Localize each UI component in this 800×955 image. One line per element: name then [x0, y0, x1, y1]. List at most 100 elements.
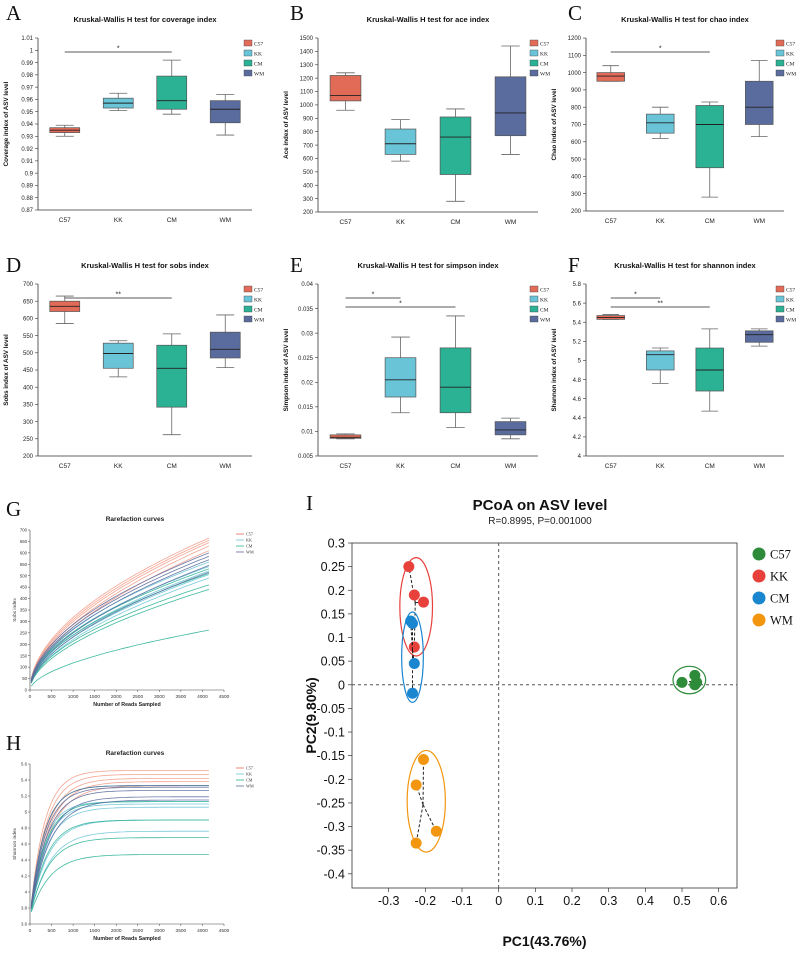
box-cm [695, 105, 724, 169]
rarefaction-curve-kk [30, 830, 209, 911]
x-tick-label: WM [505, 463, 517, 470]
significance-mark: ** [116, 292, 122, 299]
y-tick-label: -0.4 [323, 867, 345, 881]
y-tick-label: 0.2 [328, 584, 345, 598]
panel-letter-b: B [290, 1, 304, 25]
x-tick-label: KK [396, 463, 405, 470]
rarefaction-curve-cm [30, 819, 209, 909]
y-tick-label: 450 [20, 585, 28, 590]
pcoa-subtitle: R=0.8995, P=0.001000 [488, 516, 592, 527]
y-axis-label: Simpson index of ASV level [283, 328, 290, 411]
y-axis-label: Ace index of ASV level [283, 91, 290, 159]
legend-swatch-cm [243, 59, 253, 67]
rarefaction-curve-wm [30, 559, 210, 681]
y-tick-label: 400 [20, 596, 28, 601]
y-tick-label: -0.25 [317, 796, 346, 810]
x-tick-label: WM [753, 218, 765, 225]
legend-label: CM [786, 308, 795, 314]
box-kk [384, 357, 417, 398]
boxplot-title: Kruskal-Wallis H test for ace index [367, 15, 491, 24]
y-tick-label: 0.87 [21, 208, 33, 214]
y-tick-label: 700 [303, 143, 314, 149]
rarefaction-curve-kk [30, 801, 209, 907]
box-wm [745, 80, 774, 125]
box-c57 [329, 434, 362, 439]
y-tick-label: 5.2 [573, 340, 582, 346]
x-tick-label: KK [656, 463, 665, 470]
pcoa-title: PCoA on ASV level [473, 497, 608, 514]
rarefaction-curve-c57 [30, 537, 210, 679]
y-tick-label: 5 [578, 359, 582, 365]
y-tick-label: 900 [571, 88, 582, 94]
y-tick-label: 1400 [300, 50, 314, 56]
y-tick-label: 0 [338, 678, 345, 692]
x-tick-label: 3500 [176, 694, 187, 700]
box-c57 [596, 72, 625, 82]
point-kk [418, 596, 429, 608]
legend-swatch-c57 [529, 39, 539, 47]
x-tick-label: 4500 [219, 928, 230, 934]
y-tick-label: 500 [20, 573, 28, 578]
legend-swatch-cm [529, 305, 539, 313]
boxplot-title: Kruskal-Wallis H test for coverage index [73, 15, 217, 24]
rarefaction-curve-wm [30, 799, 209, 909]
panel-letter-h: H [6, 731, 21, 755]
x-tick-label: 0.1 [527, 894, 544, 908]
y-tick-label: 0.99 [21, 61, 33, 67]
y-tick-label: 600 [23, 317, 34, 323]
legend-swatch-kk [775, 295, 785, 303]
y-tick-label: 0.92 [21, 147, 33, 153]
x-tick-label: WM [505, 219, 517, 226]
legend-label: C57 [786, 288, 795, 294]
legend-label: WM [246, 550, 254, 555]
x-tick-label: KK [396, 219, 405, 226]
rarefaction-h: Rarefaction curves 3.6 3.8 4 4.2 4.4 4.6 4.8 5 5.… [12, 750, 254, 942]
y-tick-label: 1.01 [21, 36, 33, 42]
legend-label: C57 [770, 548, 791, 562]
box-c57 [329, 75, 362, 102]
rarefaction-curve-cm [30, 573, 210, 682]
x-tick-label: C57 [340, 463, 352, 470]
legend-swatch-c57 [243, 39, 253, 47]
y-tick-label: 0.005 [298, 454, 314, 460]
boxplot-c: Kruskal-Wallis H test for chao index 200 3… [551, 15, 796, 225]
y-tick-label: 5.6 [573, 301, 582, 307]
boxplot-e: Kruskal-Wallis H test for simpson index 0… [283, 261, 550, 470]
y-tick-label: 5 [25, 810, 28, 815]
y-tick-label: 0.015 [298, 405, 314, 411]
x-tick-label: C57 [59, 463, 71, 470]
point-wm [410, 837, 422, 849]
point-c57 [676, 676, 688, 688]
y-tick-label: 600 [20, 550, 28, 555]
panel-letter-g: G [6, 497, 21, 521]
y-tick-label: 0.02 [301, 380, 313, 386]
rarefaction-curve-wm [30, 786, 209, 906]
y-tick-label: 4.2 [21, 874, 28, 879]
point-c57 [689, 679, 701, 691]
legend-label: KK [786, 52, 794, 58]
x-tick-label: 1000 [68, 928, 79, 934]
significance-mark: * [634, 292, 637, 299]
legend-label: KK [254, 52, 262, 58]
y-tick-label: 700 [23, 282, 34, 288]
legend-marker-kk [752, 569, 766, 583]
y-tick-label: 1 [30, 48, 34, 54]
point-cm [407, 617, 418, 629]
legend-swatch-wm [529, 69, 539, 77]
y-tick-label: 1000 [568, 71, 582, 77]
x-tick-label: WM [753, 463, 765, 470]
spider-line-wm [415, 804, 424, 844]
x-tick-label: 3000 [154, 694, 165, 700]
y-tick-label: 5.8 [573, 282, 582, 288]
y-tick-label: 0.25 [321, 560, 345, 574]
y-tick-label: 0.05 [321, 655, 345, 669]
legend-label: CM [246, 778, 253, 783]
y-tick-label: 4.4 [573, 416, 582, 422]
y-tick-label: 300 [23, 420, 34, 426]
y-tick-label: 4 [578, 454, 582, 460]
boxplot-title: Kruskal-Wallis H test for sobs index [81, 261, 209, 270]
y-tick-label: 5.2 [21, 794, 28, 799]
rarefaction-curve-wm [30, 552, 210, 680]
y-tick-label: 500 [571, 157, 582, 163]
legend-label: WM [254, 318, 264, 324]
